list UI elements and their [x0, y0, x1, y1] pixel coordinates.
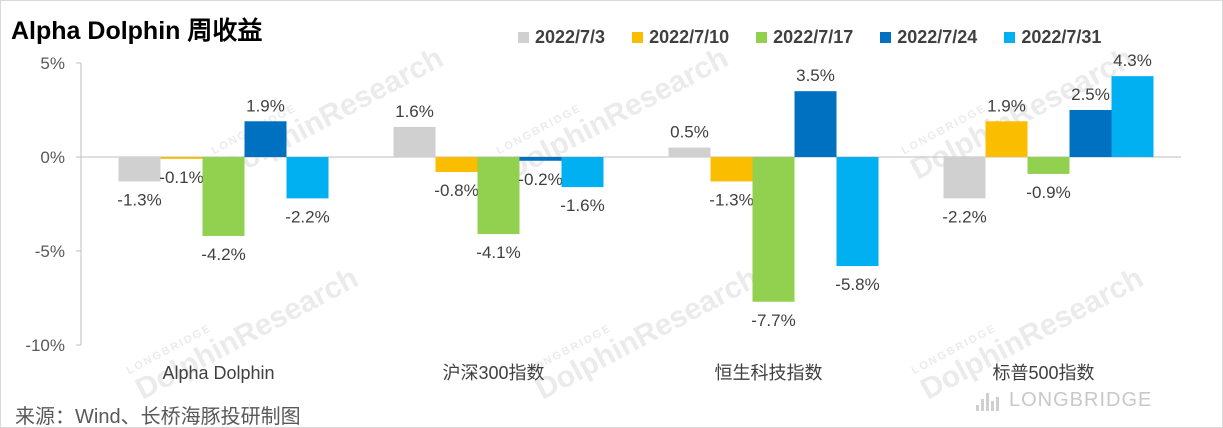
data-label: -1.6% [560, 196, 604, 215]
legend: 2022/7/3 2022/7/10 2022/7/17 2022/7/24 2022/… [518, 27, 1128, 48]
bar [836, 157, 879, 267]
x-category-label: 标普500指数 [992, 363, 1094, 383]
bar [985, 121, 1028, 157]
legend-item: 2022/7/10 [632, 27, 729, 48]
x-category-label: 沪深300指数 [442, 363, 544, 383]
chart-title: Alpha Dolphin 周收益 [11, 17, 263, 45]
source-note: 来源：Wind、长桥海豚投研制图 [15, 406, 301, 428]
data-label: 3.5% [796, 66, 835, 85]
data-label: 1.9% [246, 96, 285, 115]
bar [435, 157, 478, 173]
data-label: -5.8% [835, 275, 879, 294]
bar [477, 157, 520, 235]
legend-swatch [632, 32, 644, 43]
longbridge-logo-icon [976, 391, 1001, 411]
bar [1111, 76, 1154, 157]
legend-swatch [756, 32, 768, 43]
data-label: 1.6% [395, 102, 434, 121]
legend-swatch [518, 32, 529, 43]
data-label: -0.1% [159, 168, 203, 187]
bar [710, 157, 753, 182]
legend-label: 2022/7/31 [1021, 27, 1102, 47]
corner-watermark: LONGBRIDGE [976, 389, 1152, 412]
data-label: -2.2% [285, 207, 329, 226]
y-tick-label: -10% [25, 336, 65, 355]
x-category-label: 恒生科技指数 [715, 363, 823, 383]
data-label: -4.2% [201, 245, 245, 264]
bar [794, 91, 837, 157]
legend-swatch [880, 32, 892, 43]
legend-item: 2022/7/31 [1004, 27, 1101, 48]
bar [118, 157, 161, 182]
bar [943, 157, 986, 199]
data-label: -4.1% [476, 243, 520, 262]
bar [752, 157, 795, 302]
y-tick-label: -5% [35, 242, 65, 261]
bar [244, 121, 287, 157]
legend-label: 2022/7/3 [535, 27, 606, 47]
bar [393, 126, 436, 157]
bar [519, 157, 562, 161]
data-label: 1.9% [987, 96, 1026, 115]
data-label: 0.5% [670, 123, 709, 142]
bar [561, 157, 604, 188]
legend-item: 2022/7/3 [518, 27, 605, 48]
data-label: -1.3% [709, 190, 753, 209]
data-label: -7.7% [751, 311, 795, 330]
data-label: -2.2% [942, 207, 986, 226]
data-label: -0.9% [1026, 183, 1070, 202]
data-label: 2.5% [1071, 85, 1110, 104]
bar [160, 157, 203, 159]
y-tick-label: 5% [40, 54, 65, 73]
bar [1027, 157, 1070, 174]
bar [668, 147, 711, 157]
data-label: 4.3% [1113, 51, 1152, 70]
data-label: -0.2% [518, 170, 562, 189]
data-label: -1.3% [117, 190, 161, 209]
bar [202, 157, 245, 236]
data-label: -0.8% [434, 181, 478, 200]
legend-label: 2022/7/24 [897, 27, 978, 47]
legend-item: 2022/7/24 [880, 27, 977, 48]
bar [286, 157, 329, 199]
legend-item: 2022/7/17 [756, 27, 853, 48]
bar [1069, 110, 1112, 157]
legend-swatch [1004, 32, 1016, 43]
legend-label: 2022/7/17 [773, 27, 854, 47]
legend-label: 2022/7/10 [649, 27, 730, 47]
y-tick-label: 0% [40, 148, 65, 167]
x-category-label: Alpha Dolphin [162, 363, 274, 383]
